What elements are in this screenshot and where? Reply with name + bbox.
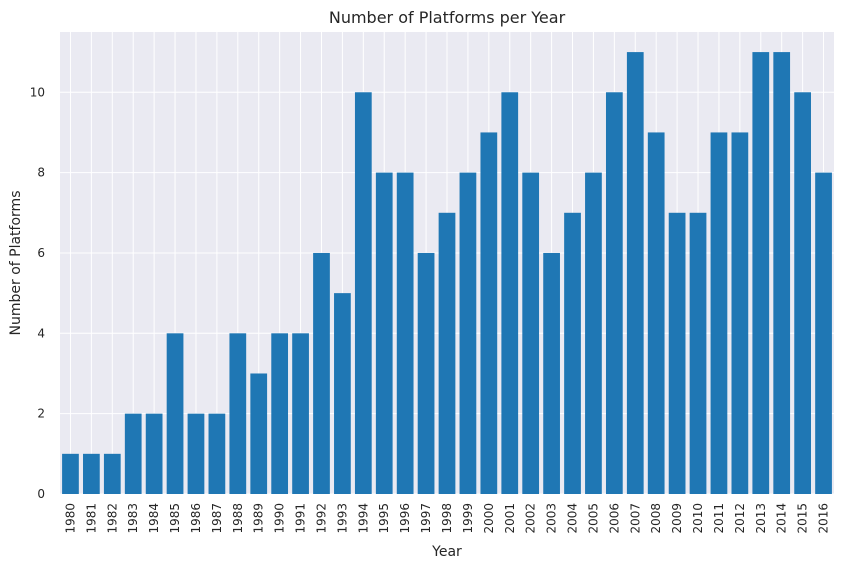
x-tick-label: 1996 xyxy=(398,503,412,534)
bar-1982 xyxy=(103,453,121,494)
x-tick-label: 1987 xyxy=(210,503,224,534)
y-tick-label: 10 xyxy=(30,85,45,99)
x-tick-label: 2012 xyxy=(733,503,747,534)
bar-1986 xyxy=(187,413,205,494)
x-tick-label: 2009 xyxy=(670,503,684,534)
x-tick-label: 1989 xyxy=(252,503,266,534)
bar-1987 xyxy=(208,413,226,494)
x-tick-label: 2010 xyxy=(691,503,705,534)
bar-1980 xyxy=(62,453,79,494)
bar-1996 xyxy=(396,172,414,494)
bar-2004 xyxy=(564,212,581,495)
x-tick-label: 2003 xyxy=(545,503,559,534)
x-tick-label: 2013 xyxy=(754,503,768,534)
y-axis-ticks: 0 2 4 6 8 10 xyxy=(30,85,45,501)
bar-1994 xyxy=(354,92,372,495)
x-tick-label: 2016 xyxy=(817,503,831,534)
x-tick-label: 2000 xyxy=(482,503,496,534)
bar-2006 xyxy=(605,92,623,495)
y-tick-label: 2 xyxy=(37,407,45,421)
bar-1991 xyxy=(292,333,309,494)
bar-1988 xyxy=(229,333,247,494)
x-tick-label: 1992 xyxy=(314,503,328,534)
bar-2001 xyxy=(501,92,519,495)
x-tick-label: 1998 xyxy=(440,503,454,534)
x-tick-label: 1984 xyxy=(147,503,161,534)
bar-1993 xyxy=(334,293,351,494)
x-tick-label: 2008 xyxy=(649,503,663,534)
bar-2011 xyxy=(710,132,728,494)
x-tick-label: 1981 xyxy=(84,503,98,534)
bar-1983 xyxy=(124,413,142,494)
bar-2010 xyxy=(689,212,707,495)
x-tick-label: 1988 xyxy=(231,503,245,534)
x-tick-label: 1991 xyxy=(294,503,308,534)
y-tick-label: 0 xyxy=(37,487,45,501)
x-tick-label: 1985 xyxy=(168,503,182,534)
y-tick-label: 8 xyxy=(37,166,45,180)
x-axis-label: Year xyxy=(431,544,462,560)
x-axis-ticks: 1980 1981 1982 1983 1984 1985 1986 1987 1988 1989… xyxy=(63,503,830,534)
x-tick-label: 1993 xyxy=(335,503,349,534)
bar-1990 xyxy=(271,333,289,494)
x-tick-label: 2014 xyxy=(775,503,789,534)
x-tick-label: 1995 xyxy=(377,503,391,534)
chart-title: Number of Platforms per Year xyxy=(329,8,566,27)
y-tick-label: 6 xyxy=(37,246,45,260)
x-tick-label: 1999 xyxy=(461,503,475,534)
bar-1997 xyxy=(417,252,435,494)
bar-1992 xyxy=(313,252,330,494)
x-tick-label: 1997 xyxy=(419,503,433,534)
x-tick-label: 2001 xyxy=(503,503,517,534)
bars xyxy=(62,52,832,495)
bar-1985 xyxy=(166,333,184,494)
x-tick-label: 1994 xyxy=(356,503,370,534)
bar-2013 xyxy=(752,52,770,495)
bar-2015 xyxy=(794,92,811,495)
bar-1999 xyxy=(459,172,477,494)
x-tick-label: 1990 xyxy=(273,503,287,534)
bar-2012 xyxy=(731,132,749,494)
x-tick-label: 2002 xyxy=(524,503,538,534)
bar-2000 xyxy=(480,132,498,494)
bar-1989 xyxy=(250,373,268,494)
bar-2003 xyxy=(543,252,560,494)
bar-2009 xyxy=(668,212,686,495)
x-tick-label: 2006 xyxy=(607,503,621,534)
x-tick-label: 1982 xyxy=(105,503,119,534)
x-tick-label: 2015 xyxy=(796,503,810,534)
bar-2016 xyxy=(815,172,832,494)
bar-2002 xyxy=(522,172,540,494)
bar-2007 xyxy=(626,52,644,495)
x-tick-label: 2005 xyxy=(586,503,600,534)
bar-1981 xyxy=(83,453,100,494)
x-tick-label: 1986 xyxy=(189,503,203,534)
bar-2014 xyxy=(773,52,791,495)
bar-1995 xyxy=(375,172,393,494)
bar-1984 xyxy=(145,413,163,494)
bar-2008 xyxy=(647,132,665,494)
x-tick-label: 2007 xyxy=(628,503,642,534)
y-axis-label: Number of Platforms xyxy=(8,191,24,336)
x-tick-label: 2004 xyxy=(566,503,580,534)
x-tick-label: 1980 xyxy=(63,503,77,534)
x-tick-label: 2011 xyxy=(712,503,726,534)
bar-2005 xyxy=(585,172,602,494)
bar-1998 xyxy=(438,212,456,495)
y-tick-label: 4 xyxy=(37,326,45,340)
x-tick-label: 1983 xyxy=(126,503,140,534)
